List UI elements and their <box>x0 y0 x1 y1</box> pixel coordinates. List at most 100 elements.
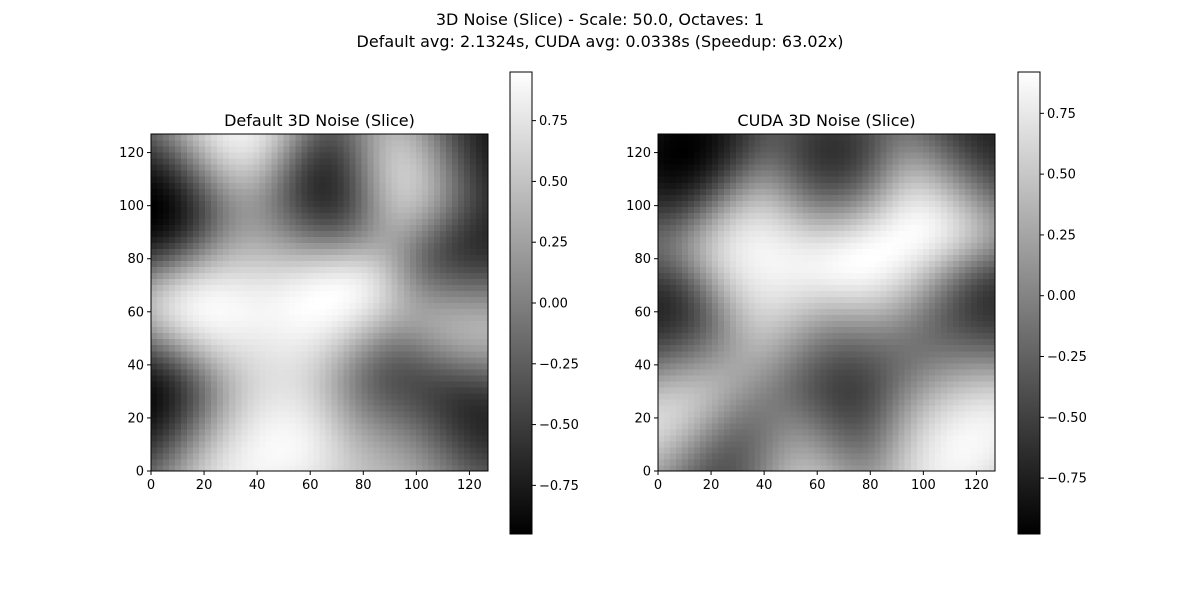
heatmap-cell <box>658 386 665 394</box>
heatmap-cell <box>469 398 477 406</box>
heatmap-cell <box>373 182 381 189</box>
heatmap-cell <box>343 188 351 195</box>
heatmap-cell <box>307 374 315 382</box>
heatmap-cell <box>427 344 435 352</box>
heatmap-cell <box>934 434 942 442</box>
heatmap-cell <box>880 452 888 460</box>
heatmap-cell <box>760 308 767 316</box>
heatmap-cell <box>748 368 755 376</box>
heatmap-cell <box>982 320 990 328</box>
heatmap-cell <box>397 446 405 454</box>
heatmap-cell <box>229 434 236 442</box>
heatmap-cell <box>766 290 773 298</box>
heatmap-cell <box>295 398 303 406</box>
heatmap-cell <box>910 338 918 346</box>
heatmap-cell <box>898 362 906 370</box>
heatmap-cell <box>259 182 266 189</box>
heatmap-cell <box>772 422 779 430</box>
heatmap-cell <box>337 380 345 388</box>
heatmap-cell <box>718 416 725 424</box>
heatmap-cell <box>319 452 327 460</box>
heatmap-cell <box>742 416 749 424</box>
heatmap-cell <box>748 278 755 286</box>
heatmap-cell <box>361 386 369 394</box>
heatmap-cell <box>289 392 297 400</box>
heatmap-cell <box>313 194 321 201</box>
heatmap-cell <box>349 266 357 274</box>
heatmap-cell <box>952 422 960 430</box>
heatmap-cell <box>427 140 435 147</box>
heatmap-cell <box>211 344 218 352</box>
heatmap-cell <box>157 410 164 418</box>
heatmap-cell <box>820 386 828 394</box>
heatmap-cell <box>265 254 272 261</box>
heatmap-cell <box>331 236 339 243</box>
heatmap-cell <box>385 338 393 346</box>
heatmap-cell <box>235 422 242 430</box>
heatmap-cell <box>403 290 411 298</box>
heatmap-cell <box>904 332 912 340</box>
heatmap-cell <box>307 386 315 394</box>
heatmap-cell <box>331 362 339 370</box>
heatmap-cell <box>910 446 918 454</box>
heatmap-cell <box>940 320 948 328</box>
heatmap-cell <box>766 404 773 412</box>
heatmap-cell <box>826 320 834 328</box>
heatmap-cell <box>235 290 242 298</box>
heatmap-cell <box>283 188 291 195</box>
heatmap-cell <box>760 362 767 370</box>
heatmap-cell <box>790 446 798 454</box>
heatmap-cell <box>778 314 785 322</box>
heatmap-cell <box>289 446 297 454</box>
heatmap-cell <box>706 290 713 298</box>
heatmap-cell <box>838 332 846 340</box>
heatmap-cell <box>676 368 683 376</box>
heatmap-cell <box>193 254 200 261</box>
heatmap-cell <box>247 380 254 388</box>
heatmap-cell <box>319 242 327 249</box>
heatmap-cell <box>850 416 858 424</box>
heatmap-cell <box>664 284 671 292</box>
heatmap-cell <box>349 140 357 147</box>
heatmap-cell <box>718 296 725 304</box>
heatmap-cell <box>349 272 357 280</box>
heatmap-cell <box>856 416 864 424</box>
heatmap-cell <box>778 368 785 376</box>
heatmap-cell <box>229 230 236 237</box>
heatmap-cell <box>337 398 345 406</box>
heatmap-cell <box>349 164 357 171</box>
heatmap-cell <box>916 296 924 304</box>
heatmap-cell <box>277 296 284 304</box>
heatmap-cell <box>259 368 266 376</box>
heatmap-cell <box>349 212 357 219</box>
heatmap-cell <box>301 464 309 472</box>
heatmap-cell <box>421 290 429 298</box>
heatmap-cell <box>838 308 846 316</box>
heatmap-cell <box>199 344 206 352</box>
heatmap-cell <box>724 290 731 298</box>
heatmap-cell <box>970 308 978 316</box>
heatmap-cell <box>469 308 477 316</box>
heatmap-cell <box>325 212 333 219</box>
heatmap-cell <box>415 416 423 424</box>
heatmap-cell <box>181 230 188 237</box>
heatmap-cell <box>886 362 894 370</box>
heatmap-cell <box>373 200 381 207</box>
heatmap-cell <box>205 248 212 255</box>
heatmap-cell <box>259 458 266 466</box>
heatmap-cell <box>670 356 677 364</box>
heatmap-cell <box>193 242 200 249</box>
heatmap-cell <box>862 422 870 430</box>
heatmap-cell <box>211 212 218 219</box>
heatmap-cell <box>367 320 375 328</box>
heatmap-cell <box>259 272 266 280</box>
heatmap-cell <box>397 260 405 267</box>
heatmap-cell <box>838 428 846 436</box>
heatmap-cell <box>706 338 713 346</box>
heatmap-cell <box>253 158 260 165</box>
heatmap-cell <box>730 356 737 364</box>
heatmap-cell <box>241 182 248 189</box>
heatmap-cell <box>385 188 393 195</box>
heatmap-cell <box>748 284 755 292</box>
heatmap-cell <box>337 368 345 376</box>
